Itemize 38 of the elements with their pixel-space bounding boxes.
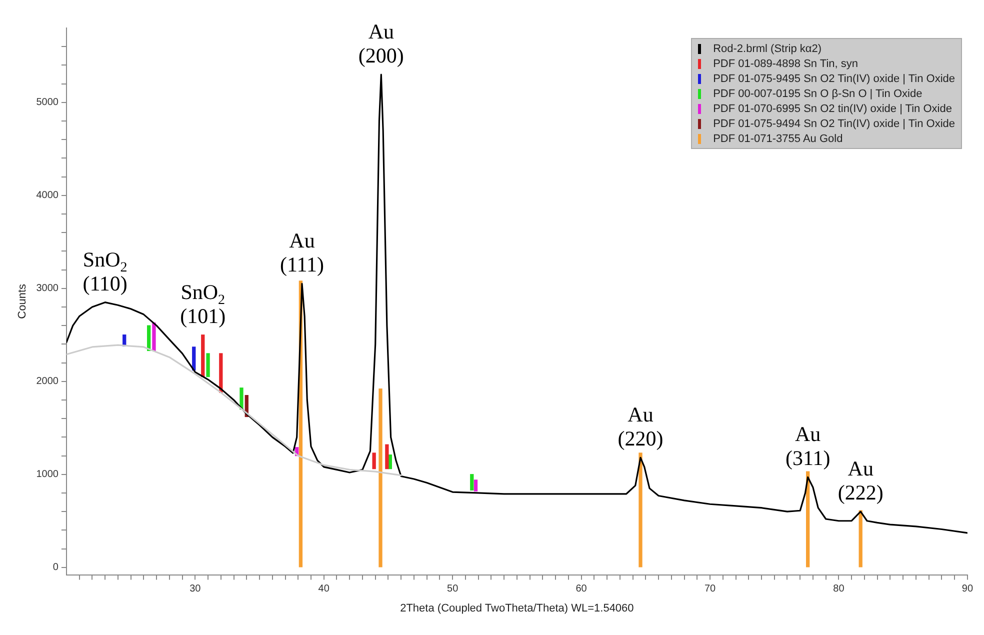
bar [470, 474, 474, 491]
bar [201, 334, 205, 378]
x-tick-label: 30 [190, 584, 202, 595]
annotation: Au (111) [280, 228, 324, 277]
bar [152, 322, 156, 352]
x-tick-label: 90 [962, 584, 974, 595]
y-tick-label: 5000 [36, 97, 59, 108]
bar [372, 452, 376, 470]
x-tick-label: 40 [318, 584, 330, 595]
legend-label: Rod-2.brml (Strip kα2) [713, 42, 822, 54]
annotation: Au (222) [838, 456, 884, 505]
y-tick-label: 4000 [36, 190, 59, 202]
y-tick-label: 1000 [36, 469, 59, 480]
legend-label: PDF 01-089-4898 Sn Tin, syn [713, 58, 858, 70]
bar [474, 480, 478, 492]
x-axis-title: 2Theta (Coupled TwoTheta/Theta) WL=1.54060 [400, 602, 634, 614]
x-tick-label: 50 [447, 584, 459, 595]
bar [385, 444, 389, 470]
legend-label: PDF 01-070-6995 Sn O2 tin(IV) oxide | Tin Oxide [713, 102, 952, 114]
annotation: Au (311) [785, 422, 830, 470]
annotation: Au (220) [618, 402, 664, 451]
annotation: Au (200) [358, 19, 404, 68]
y-tick-label: 2000 [36, 376, 59, 388]
bar [638, 452, 642, 568]
legend-label: PDF 01-071-3755 Au Gold [713, 132, 843, 144]
bar [146, 325, 151, 352]
bar [206, 353, 210, 378]
y-tick-label: 0 [52, 562, 59, 574]
legend-label: PDF 01-075-9494 Sn O2 Tin(IV) oxide | Tin Oxide [713, 118, 955, 130]
x-tick-label: 70 [704, 584, 716, 595]
x-tick-label: 60 [576, 584, 588, 595]
bar [858, 510, 862, 568]
y-axis-title: Counts [16, 283, 29, 319]
x-tick-label: 80 [833, 584, 845, 595]
legend-label: PDF 01-075-9495 Sn O2 Tin(IV) oxide | Tin Oxide [713, 72, 955, 84]
legend-label: PDF 00-007-0195 Sn O β-Sn O | Tin Oxide [713, 88, 922, 100]
bar [378, 388, 382, 568]
y-tick-label: 3000 [36, 283, 59, 294]
